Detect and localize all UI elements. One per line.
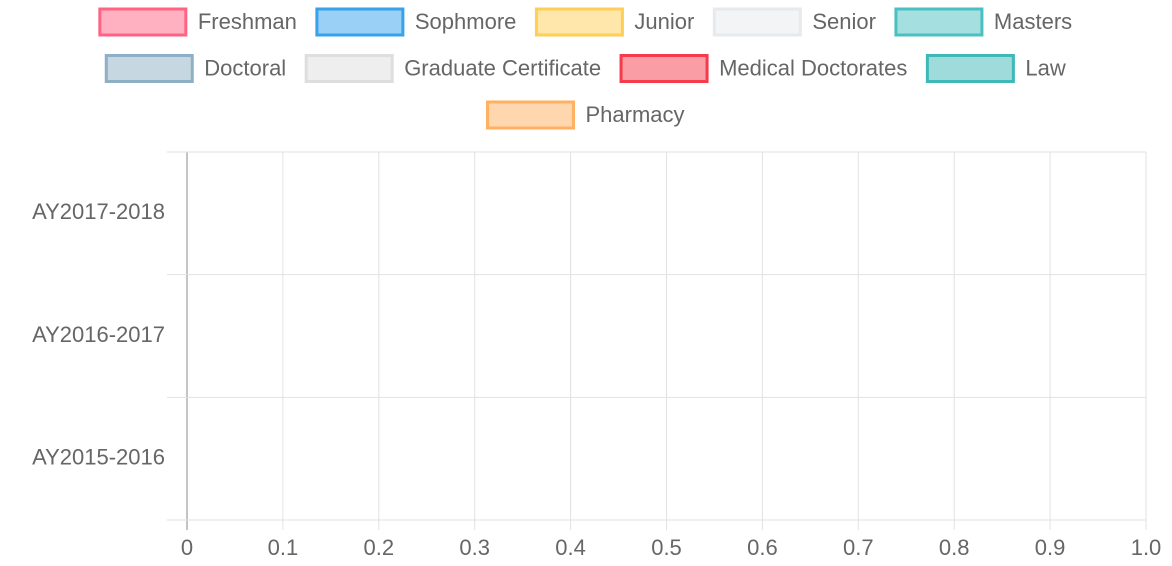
legend-item: Masters: [894, 7, 1072, 37]
legend-item: Graduate Certificate: [304, 54, 601, 83]
legend-label: Freshman: [198, 9, 297, 34]
x-tick-label: 0.7: [843, 535, 874, 560]
legend-item: Sophmore: [315, 7, 517, 37]
x-tick-label: 1.0: [1131, 535, 1162, 560]
legend-swatch: [304, 54, 394, 83]
x-tick-label: 0.1: [268, 535, 299, 560]
x-tick-label: 0.6: [747, 535, 778, 560]
legend-label: Pharmacy: [585, 102, 684, 127]
legend-item: Pharmacy: [485, 100, 685, 130]
y-tick-label: AY2017-2018: [32, 199, 165, 224]
legend-swatch: [894, 7, 984, 37]
legend-swatch: [315, 7, 405, 37]
legend-label: Senior: [812, 9, 876, 34]
legend-swatch: [485, 100, 575, 130]
legend-item: Law: [925, 54, 1066, 83]
legend: Freshman Sophmore Junior Senior Masters Docto…: [98, 7, 1072, 130]
x-tick-label: 0.9: [1035, 535, 1066, 560]
legend-label: Law: [1025, 55, 1065, 80]
legend-label: Graduate Certificate: [404, 55, 601, 80]
x-tick-label: 0.5: [651, 535, 682, 560]
legend-item: Senior: [712, 7, 876, 37]
y-tick-label: AY2016-2017: [32, 322, 165, 347]
legend-label: Doctoral: [204, 55, 286, 80]
x-tick-label: 0.2: [364, 535, 395, 560]
legend-item: Medical Doctorates: [619, 54, 907, 83]
x-tick-label: 0.3: [459, 535, 490, 560]
x-tick-label: 0: [181, 535, 193, 560]
legend-swatch: [98, 7, 188, 37]
legend-swatch: [534, 7, 624, 37]
legend-item: Doctoral: [104, 54, 286, 83]
legend-item: Freshman: [98, 7, 297, 37]
y-tick-label: AY2015-2016: [32, 444, 165, 469]
legend-swatch: [619, 54, 709, 83]
legend-label: Sophmore: [415, 9, 517, 34]
legend-swatch: [925, 54, 1015, 83]
legend-item: Junior: [534, 7, 694, 37]
legend-swatch: [104, 54, 194, 83]
legend-label: Masters: [994, 9, 1072, 34]
legend-swatch: [712, 7, 802, 37]
x-tick-label: 0.8: [939, 535, 970, 560]
x-tick-label: 0.4: [555, 535, 586, 560]
legend-label: Medical Doctorates: [719, 55, 907, 80]
legend-label: Junior: [634, 9, 694, 34]
